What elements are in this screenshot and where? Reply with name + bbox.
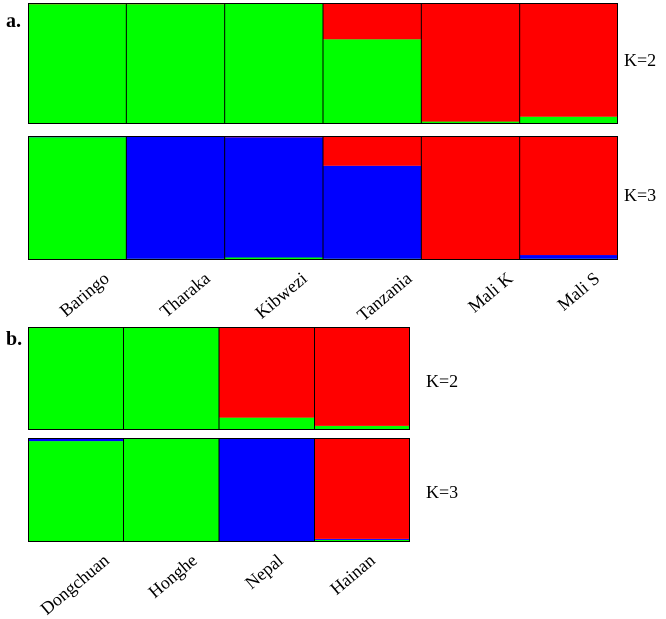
panel-b-k3-plot: [28, 438, 410, 542]
panel-a-k3-plot: [28, 136, 618, 260]
bar-b-K2-honghe-s0: [123, 327, 219, 430]
bar-b-K3-dongchuan-s0: [28, 441, 124, 542]
bar-b-K3-nepal-s1: [219, 438, 315, 542]
panel-b-k2-plot: [28, 327, 410, 430]
bar-a-K3-tanzania-s1: [323, 165, 422, 259]
plot-frame: [28, 438, 410, 542]
bar-a-K3-mali-s-s2: [519, 136, 618, 256]
pop-label-baringo: Baringo: [55, 268, 113, 321]
bar-a-K3-baringo-s0: [28, 137, 127, 260]
bar-a-K3-tanzania-s2: [323, 136, 422, 166]
panel-b-label: b.: [6, 328, 23, 350]
bar-b-K2-nepal-s1: [219, 327, 315, 418]
bar-a-K2-tanzania-s1: [323, 3, 422, 40]
pop-label-hainan: Hainan: [326, 550, 379, 599]
bar-a-K2-mali-s-s0: [519, 116, 618, 124]
panel-a-label: a.: [6, 10, 21, 32]
bar-b-K3-hainan-s2: [314, 438, 410, 539]
plot-frame: [28, 327, 410, 430]
bar-b-K2-hainan-s0: [314, 425, 410, 430]
bar-b-K2-nepal-s0: [219, 417, 315, 430]
pop-label-mali-k: Mali K: [463, 268, 516, 317]
pop-label-kibwezi: Kibwezi: [251, 268, 311, 323]
bar-a-K2-mali-s-s1: [519, 3, 618, 117]
bar-b-K2-hainan-s1: [314, 327, 410, 426]
bar-b-K3-hainan-s1: [314, 538, 410, 540]
bar-a-K2-baringo-s0: [28, 4, 127, 124]
bar-b-K2-dongchuan-s0: [28, 328, 124, 430]
bar-a-K3-kibwezi-s1: [224, 137, 323, 258]
pop-label-mali-s: Mali S: [553, 268, 604, 315]
bar-b-K3-hainan-s0: [314, 539, 410, 542]
bar-a-K2-mali-k-s0: [421, 121, 520, 124]
pop-label-honghe: Honghe: [144, 550, 201, 602]
panel-b-k3-label: K=3: [426, 482, 459, 502]
bar-a-K2-tanzania-s0: [323, 39, 422, 124]
bar-b-K3-honghe-s0: [123, 439, 219, 542]
panel-a-k2-plot: [28, 3, 618, 124]
panel-a-k2-label: K=2: [624, 50, 657, 70]
bar-a-K2-kibwezi-s0: [224, 3, 323, 124]
bar-b-K3-dongchuan-s1: [28, 438, 124, 442]
plot-frame: [28, 3, 618, 124]
bar-a-K3-tharaka-s1: [126, 136, 225, 259]
pop-label-dongchuan: Dongchuan: [36, 550, 113, 619]
bar-a-K3-mali-k-s2: [421, 136, 520, 260]
pop-label-tanzania: Tanzania: [353, 268, 416, 325]
bar-a-K2-mali-k-s1: [421, 3, 520, 122]
plot-frame: [28, 136, 618, 260]
bar-a-K2-tharaka-s0: [126, 4, 225, 124]
pop-label-tharaka: Tharaka: [155, 268, 214, 322]
panel-a-k3-label: K=3: [624, 185, 657, 205]
bar-a-K3-kibwezi-s0: [224, 257, 323, 260]
pop-label-nepal: Nepal: [241, 550, 287, 593]
panel-b-k2-label: K=2: [426, 371, 459, 391]
bar-a-K3-mali-s-s1: [519, 255, 618, 259]
